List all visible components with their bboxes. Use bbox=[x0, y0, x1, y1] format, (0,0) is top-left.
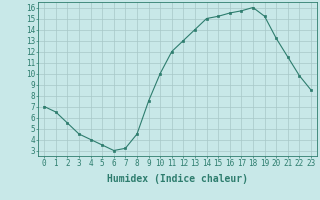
X-axis label: Humidex (Indice chaleur): Humidex (Indice chaleur) bbox=[107, 174, 248, 184]
